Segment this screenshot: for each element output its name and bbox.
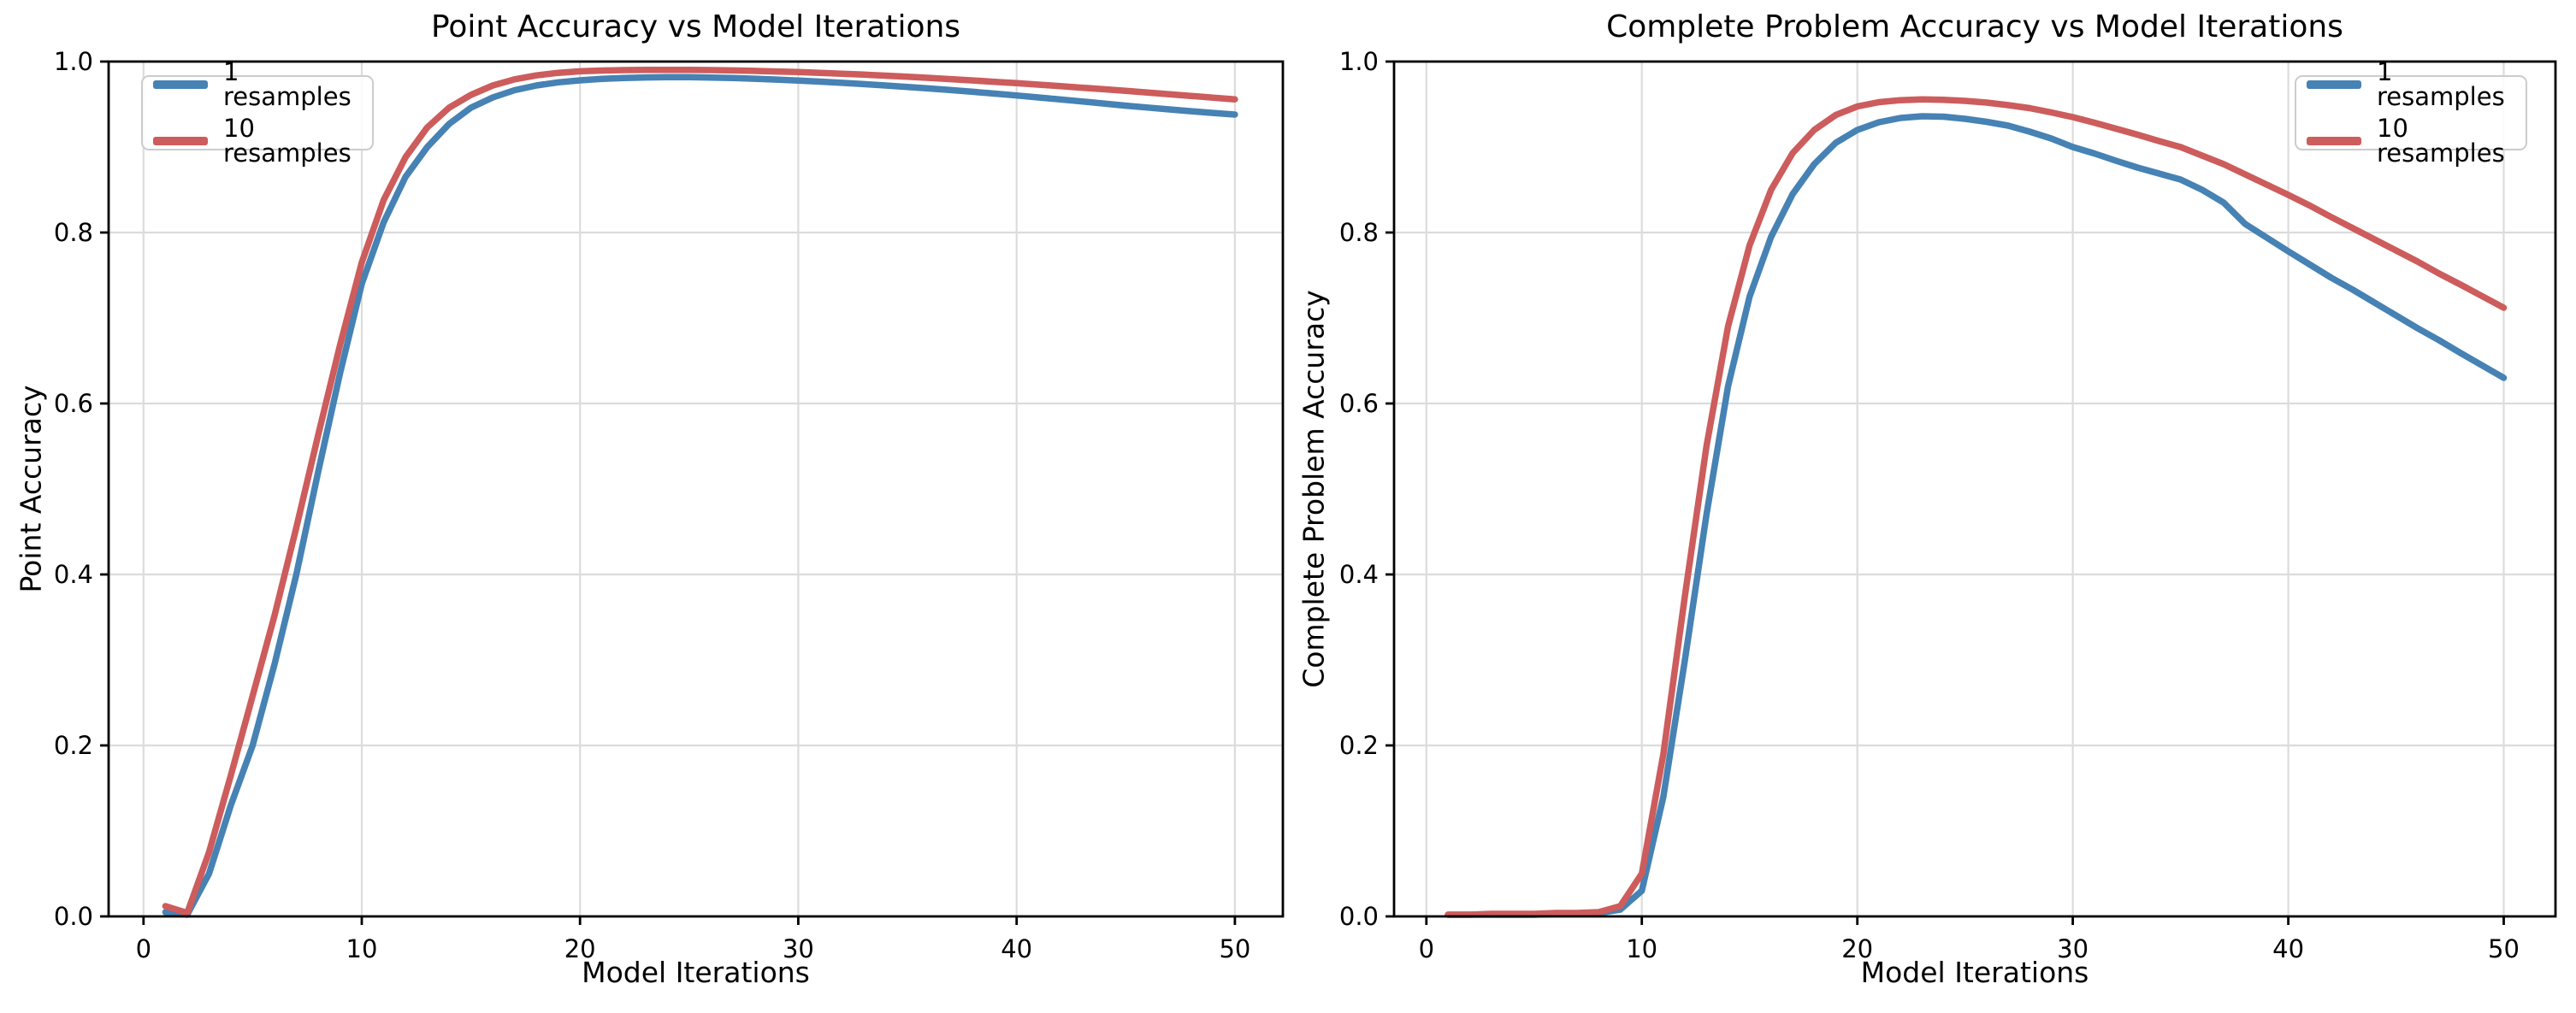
svg-text:0.8: 0.8 (54, 218, 93, 247)
left-y-axis-label: Point Accuracy (14, 385, 48, 593)
right-chart-title: Complete Problem Accuracy vs Model Itera… (1606, 9, 2343, 44)
svg-text:40: 40 (2272, 934, 2304, 963)
svg-text:0.6: 0.6 (1339, 389, 1379, 418)
svg-text:0.0: 0.0 (54, 902, 93, 931)
svg-text:50: 50 (2488, 934, 2520, 963)
svg-text:1.0: 1.0 (1339, 47, 1379, 76)
left-legend: 1 resamples 10 resamples (141, 60, 374, 166)
legend-item-1-resamples: 1 resamples (2307, 60, 2515, 109)
svg-text:0.2: 0.2 (54, 731, 93, 760)
legend-label-10-resamples: 10 resamples (2377, 114, 2505, 168)
svg-text:0.4: 0.4 (1339, 560, 1379, 589)
svg-text:50: 50 (1219, 934, 1250, 963)
legend-label-1-resamples: 1 resamples (2377, 57, 2505, 111)
legend-swatch-red-icon (153, 137, 208, 145)
right-y-axis-label: Complete Problem Accuracy (1297, 290, 1331, 688)
right-plot-svg: 0 10 20 30 40 50 0.0 0.2 0.4 0.6 0.8 1.0 (1339, 47, 2557, 963)
right-chart: Complete Problem Accuracy vs Model Itera… (1288, 0, 2576, 1013)
svg-text:0.6: 0.6 (54, 389, 93, 418)
svg-text:0: 0 (1419, 934, 1434, 963)
svg-text:20: 20 (564, 934, 596, 963)
legend-item-1-resamples: 1 resamples (153, 60, 362, 109)
left-plot-svg: 0 10 20 30 40 50 0.0 0.2 0.4 0.6 0.8 1.0 (54, 47, 1285, 963)
left-chart: Point Accuracy vs Model Iterations 0 10 20… (14, 9, 1285, 989)
svg-text:10: 10 (346, 934, 378, 963)
svg-text:20: 20 (1841, 934, 1873, 963)
right-plot-area: 0 10 20 30 40 50 0.0 0.2 0.4 0.6 0.8 1.0 (1339, 47, 2557, 963)
svg-text:30: 30 (783, 934, 814, 963)
svg-text:1.0: 1.0 (54, 47, 93, 76)
left-chart-title: Point Accuracy vs Model Iterations (430, 9, 961, 44)
svg-text:0.0: 0.0 (1339, 902, 1379, 931)
right-legend: 1 resamples 10 resamples (2295, 60, 2527, 166)
svg-text:40: 40 (1001, 934, 1032, 963)
svg-text:0.8: 0.8 (1339, 218, 1379, 247)
right-x-axis-label: Model Iterations (1860, 956, 2089, 989)
svg-text:30: 30 (2057, 934, 2089, 963)
left-x-axis-label: Model Iterations (582, 956, 810, 989)
legend-swatch-blue-icon (153, 80, 208, 89)
svg-text:0.2: 0.2 (1339, 731, 1379, 760)
left-plot-area: 0 10 20 30 40 50 0.0 0.2 0.4 0.6 0.8 1.0 (54, 47, 1285, 963)
legend-swatch-red-icon (2307, 137, 2361, 145)
legend-label-1-resamples: 1 resamples (223, 57, 352, 111)
legend-item-10-resamples: 10 resamples (2307, 116, 2515, 166)
svg-text:10: 10 (1626, 934, 1657, 963)
svg-text:0.4: 0.4 (54, 560, 93, 589)
svg-text:0: 0 (136, 934, 151, 963)
legend-label-10-resamples: 10 resamples (223, 114, 352, 168)
legend-swatch-blue-icon (2307, 80, 2361, 89)
legend-item-10-resamples: 10 resamples (153, 116, 362, 166)
